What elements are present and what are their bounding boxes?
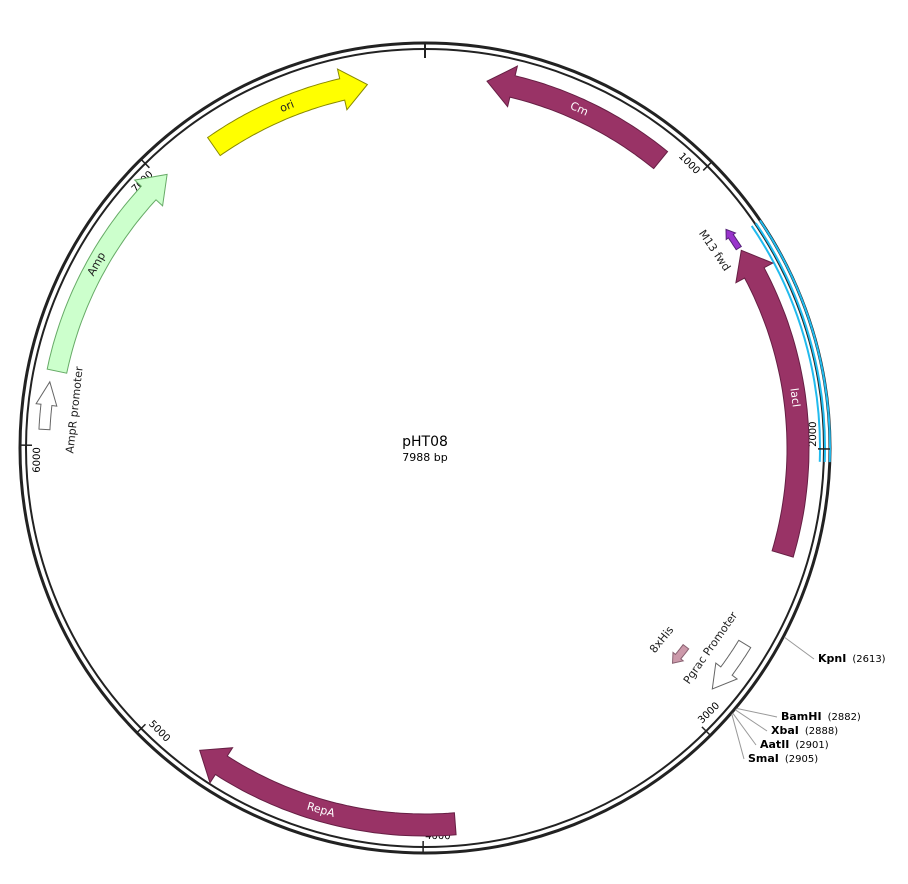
site-line xyxy=(783,636,815,660)
region-marker xyxy=(755,222,826,462)
site-line xyxy=(735,709,768,732)
feature-label: AmpR promoter xyxy=(63,365,85,454)
feature-arrow xyxy=(206,68,369,157)
site-name: XbaI xyxy=(771,724,799,737)
feature-arrow xyxy=(671,643,690,664)
site-position: (2905) xyxy=(785,754,818,765)
tick-mark xyxy=(140,158,150,169)
site-position: (2613) xyxy=(852,654,885,665)
site-line xyxy=(731,713,745,760)
site-name: AatII xyxy=(760,738,789,751)
feature-arrow xyxy=(486,65,669,170)
feature-arrow xyxy=(725,228,743,251)
tick-mark xyxy=(136,723,146,734)
site-position: (2901) xyxy=(795,740,828,751)
tick-label: 2000 xyxy=(808,421,819,446)
plasmid-length: 7988 bp xyxy=(402,451,447,464)
site-name: SmaI xyxy=(748,752,779,765)
tick-label: 1000 xyxy=(676,151,702,177)
plasmid-name: pHT08 xyxy=(402,434,448,450)
site-line xyxy=(732,712,757,746)
feature-arrow xyxy=(35,380,58,431)
feature-label: 8xHis xyxy=(647,623,677,655)
tick-label: 5000 xyxy=(146,719,172,745)
tick-label: 4000 xyxy=(425,831,451,842)
tick-label: 6000 xyxy=(32,447,43,473)
region-marker xyxy=(759,219,831,463)
feature-arrow xyxy=(199,747,457,837)
site-label: AatII (2901) xyxy=(760,738,829,751)
site-label: SmaI (2905) xyxy=(748,752,818,765)
tick-label: 3000 xyxy=(696,700,722,726)
site-name: BamHI xyxy=(781,710,822,723)
tick-mark xyxy=(702,161,713,171)
site-label: XbaI (2888) xyxy=(771,724,838,737)
site-label: BamHI (2882) xyxy=(781,710,861,723)
site-position: (2882) xyxy=(828,712,861,723)
site-name: KpnI xyxy=(818,652,846,665)
feature-arrow xyxy=(711,639,752,690)
feature-label: lacI xyxy=(787,387,802,408)
region-marker xyxy=(750,225,821,462)
feature-label: ori xyxy=(278,98,296,115)
site-line xyxy=(736,707,778,718)
site-label: KpnI (2613) xyxy=(818,652,886,665)
site-position: (2888) xyxy=(805,726,838,737)
feature-arrow xyxy=(46,173,168,374)
tick-mark xyxy=(701,726,711,736)
feature-arrow xyxy=(735,249,810,558)
